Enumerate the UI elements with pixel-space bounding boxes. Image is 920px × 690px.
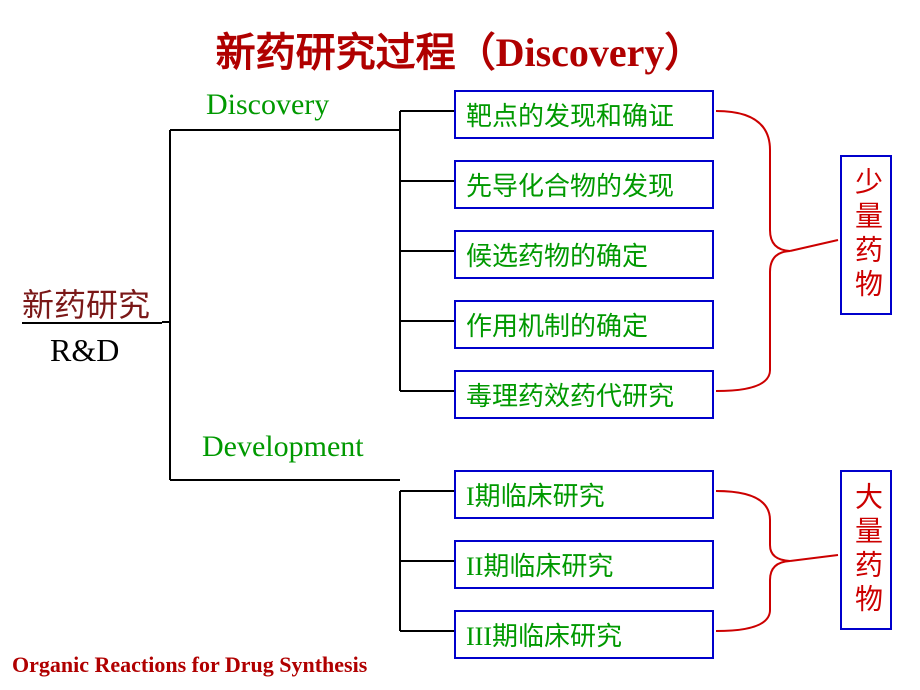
- discovery-leaf: 靶点的发现和确证: [454, 90, 714, 139]
- branch-discovery-label: Discovery: [206, 88, 329, 122]
- page-title: 新药研究过程（Discovery）: [0, 20, 920, 78]
- side-label-bottom: 大量药物: [840, 470, 892, 630]
- branch-development-label: Development: [202, 430, 364, 464]
- side-label-top: 少量药物: [840, 155, 892, 315]
- discovery-leaf: 先导化合物的发现: [454, 160, 714, 209]
- root-label-en: R&D: [50, 332, 119, 369]
- development-leaf: II期临床研究: [454, 540, 714, 589]
- footer-text: Organic Reactions for Drug Synthesis: [12, 652, 367, 678]
- discovery-leaf: 毒理药效药代研究: [454, 370, 714, 419]
- development-leaf: I期临床研究: [454, 470, 714, 519]
- root-label-cn: 新药研究: [22, 280, 150, 326]
- discovery-leaf: 作用机制的确定: [454, 300, 714, 349]
- development-leaf: III期临床研究: [454, 610, 714, 659]
- root-divider: [22, 322, 162, 324]
- discovery-leaf: 候选药物的确定: [454, 230, 714, 279]
